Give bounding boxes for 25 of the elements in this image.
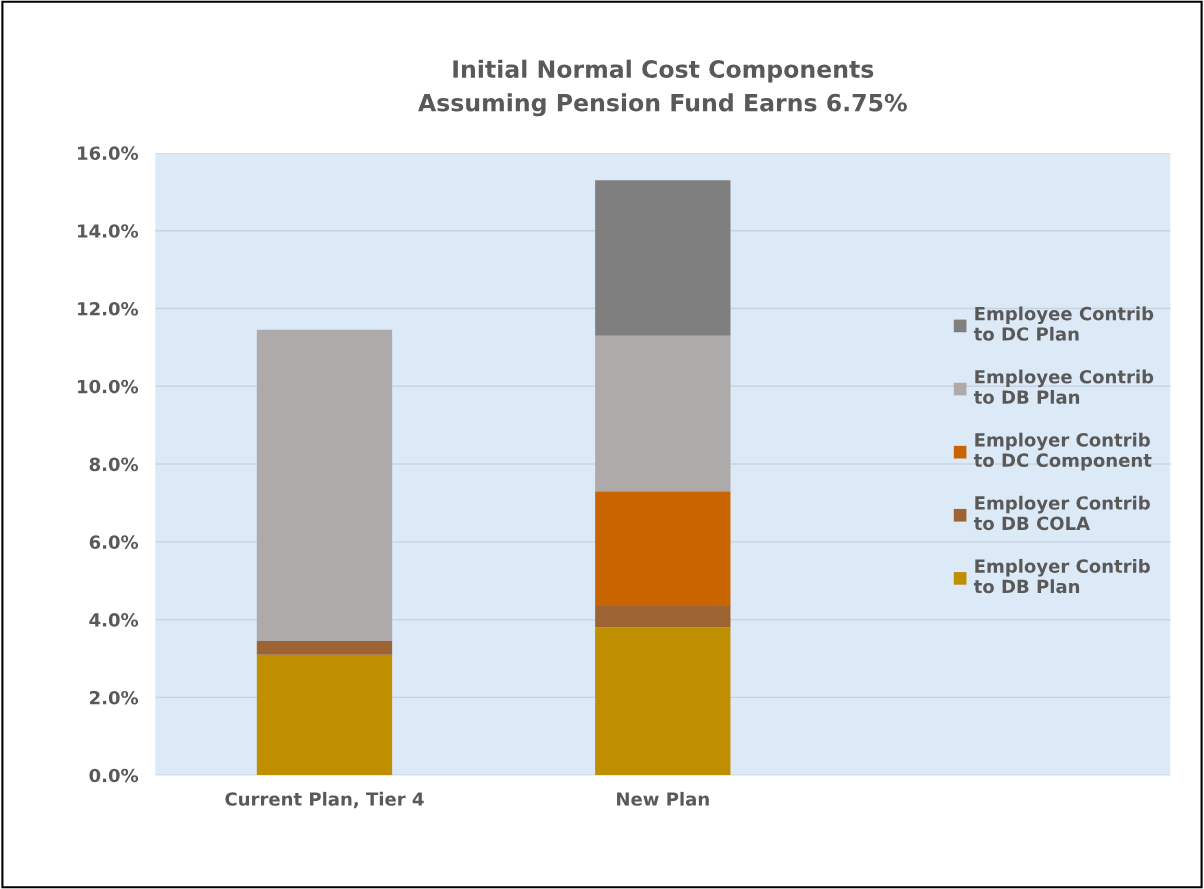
- y-tick-label: 8.0%: [89, 457, 139, 472]
- bar: [256, 654, 393, 776]
- legend-label: Employer Contrib to DB COLA: [973, 495, 1150, 531]
- bar: [595, 335, 731, 492]
- y-tick-label: 2.0%: [90, 690, 139, 705]
- bar: [595, 606, 731, 628]
- bar: [256, 641, 393, 655]
- y-tick-label: 10.0%: [78, 379, 139, 394]
- x-tick-label: Current Plan, Tier 4: [225, 791, 424, 809]
- y-tick-label: 16.0%: [78, 146, 139, 161]
- y-tick-label: 12.0%: [78, 301, 139, 316]
- chart-title: Initial Normal Cost Components Assuming Pension Fund Earns 6.75%: [418, 59, 907, 117]
- y-tick-label: 4.0%: [89, 613, 139, 627]
- x-tick-label: New Plan: [617, 791, 709, 806]
- y-tick-label: 0.0%: [89, 768, 139, 783]
- bar: [595, 180, 731, 336]
- bar: [595, 627, 731, 776]
- legend-label: Employer Contrib to DB Plan: [973, 558, 1150, 594]
- legend-label: Employee Contrib to DB Plan: [973, 369, 1154, 404]
- bar: [256, 329, 393, 642]
- bar: [595, 491, 731, 607]
- legend-label: Employee Contrib to DC Plan: [973, 306, 1154, 341]
- legend-label: Employer Contrib to DC Component: [973, 432, 1152, 471]
- y-tick-label: 14.0%: [78, 224, 139, 238]
- y-tick-label: 6.0%: [89, 535, 139, 549]
